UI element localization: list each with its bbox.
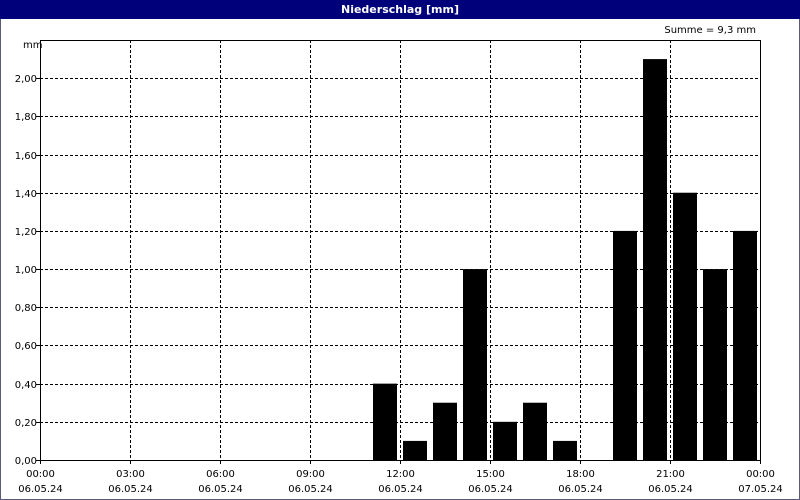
plot-area-border xyxy=(40,40,761,461)
y-tick-label: 1,60 xyxy=(15,151,37,162)
precipitation-bar xyxy=(433,402,457,460)
x-tick-date-label: 07.05.24 xyxy=(738,484,783,495)
y-tick-label: 1,40 xyxy=(15,189,37,200)
precipitation-bar xyxy=(463,269,487,460)
x-tick-time-label: 21:00 xyxy=(656,469,685,480)
y-tick-label: 0,20 xyxy=(15,418,37,429)
sum-label: Summe = 9,3 mm xyxy=(664,25,756,36)
x-tick-date-label: 06.05.24 xyxy=(558,484,603,495)
y-tick-label: 0,60 xyxy=(15,341,37,352)
precipitation-bar xyxy=(733,230,757,460)
y-axis-unit: mm xyxy=(23,40,43,51)
precipitation-bar xyxy=(523,402,547,460)
precipitation-bar xyxy=(553,440,577,460)
x-tick-date-label: 06.05.24 xyxy=(18,484,63,495)
x-tick-date-label: 06.05.24 xyxy=(108,484,153,495)
precipitation-bar xyxy=(493,421,517,460)
y-tick-label: 1,80 xyxy=(15,112,37,123)
x-tick-time-label: 18:00 xyxy=(566,469,595,480)
x-tick-date-label: 06.05.24 xyxy=(648,484,693,495)
precipitation-bar xyxy=(643,59,667,460)
precipitation-bar xyxy=(703,269,727,460)
precipitation-bar xyxy=(613,230,637,460)
y-tick-label: 1,20 xyxy=(15,227,37,238)
x-tick-time-label: 15:00 xyxy=(476,469,505,480)
x-tick-time-label: 00:00 xyxy=(746,469,775,480)
x-tick-time-label: 12:00 xyxy=(386,469,415,480)
y-tick-label: 0,80 xyxy=(15,303,37,314)
y-tick-label: 0,00 xyxy=(15,456,37,467)
x-tick-time-label: 00:00 xyxy=(26,469,55,480)
x-tick-date-label: 06.05.24 xyxy=(468,484,513,495)
precipitation-bar xyxy=(673,192,697,460)
x-tick-date-label: 06.05.24 xyxy=(378,484,423,495)
y-tick-label: 0,40 xyxy=(15,380,37,391)
y-tick-label: 1,00 xyxy=(15,265,37,276)
precipitation-bar xyxy=(403,440,427,460)
y-tick-label: 2,00 xyxy=(15,74,37,85)
x-tick-date-label: 06.05.24 xyxy=(288,484,333,495)
precipitation-bar xyxy=(373,383,397,460)
x-tick-time-label: 09:00 xyxy=(296,469,325,480)
x-tick-time-label: 06:00 xyxy=(206,469,235,480)
x-tick-date-label: 06.05.24 xyxy=(198,484,243,495)
chart-title: Niederschlag [mm] xyxy=(0,0,800,19)
x-tick-time-label: 03:00 xyxy=(116,469,145,480)
